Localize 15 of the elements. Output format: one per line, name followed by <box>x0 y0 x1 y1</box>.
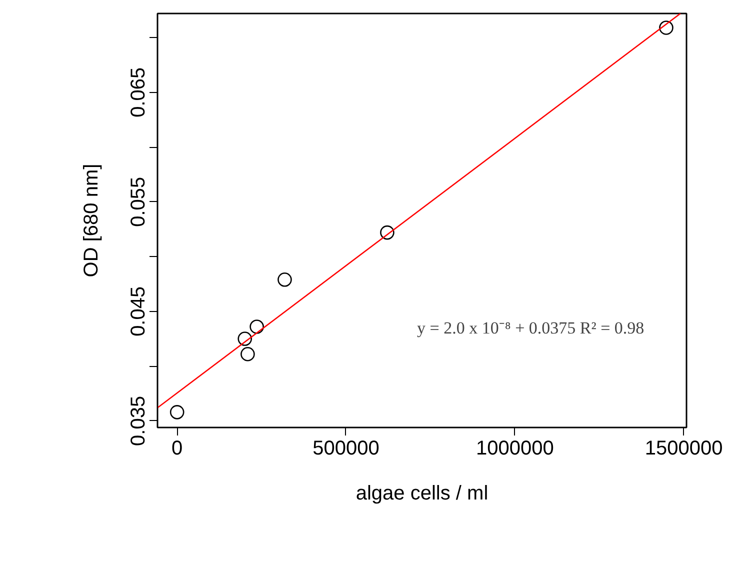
y-tick-label: 0.045 <box>128 286 150 336</box>
point <box>240 346 255 362</box>
x-tick-label: 1500000 <box>644 438 723 460</box>
annotation: y = 2.0 x 10⁻⁸ + 0.0375 R² = 0.98 <box>417 318 644 338</box>
point <box>170 405 184 420</box>
point <box>278 272 292 287</box>
x-tick-label: 0 <box>172 438 183 460</box>
y-axis-title: OD [680 nm] <box>80 164 102 278</box>
x-tick-label: 1000000 <box>476 438 554 460</box>
y-tick-label: 0.065 <box>128 67 150 118</box>
x-tick-label: 500000 <box>312 438 380 460</box>
y-tick-label: 0.035 <box>128 396 150 446</box>
x-axis-title: algae cells / ml <box>356 482 488 504</box>
point <box>250 320 264 334</box>
y-tick-label: 0.055 <box>128 176 150 227</box>
